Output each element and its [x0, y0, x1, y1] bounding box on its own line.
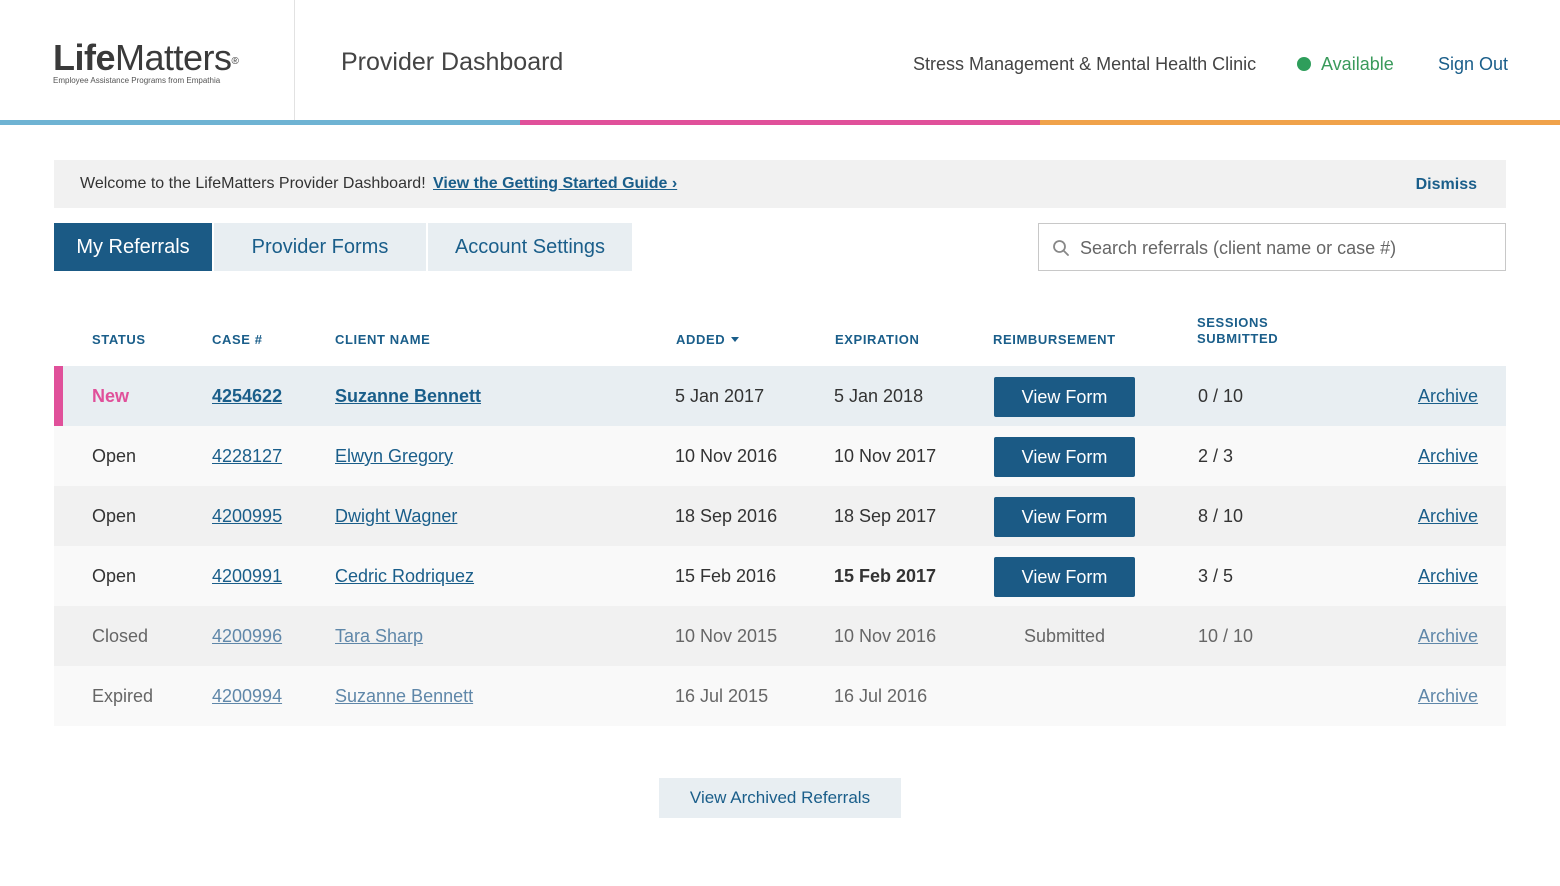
logo-wordmark: LifeMatters®	[53, 37, 239, 78]
table-row[interactable]: New 4254622 Suzanne Bennett 5 Jan 2017 5…	[54, 366, 1506, 426]
row-expiration-expiring: 15 Feb 2017	[834, 566, 937, 586]
row-client-link[interactable]: Dwight Wagner	[335, 506, 458, 526]
column-header-sessions[interactable]: SESSIONS SUBMITTED	[1197, 315, 1278, 347]
logo[interactable]: LifeMatters® Employee Assistance Program…	[0, 0, 295, 120]
availability-status[interactable]: Available	[1297, 54, 1394, 75]
column-header-reimbursement[interactable]: REIMBURSEMENT	[993, 332, 1116, 347]
tab-account-settings[interactable]: Account Settings	[428, 223, 632, 271]
row-status: New	[92, 386, 130, 406]
header-stripe-blue	[0, 120, 520, 125]
tab-provider-forms[interactable]: Provider Forms	[214, 223, 426, 271]
row-added: 15 Feb 2016	[675, 566, 777, 586]
row-case-link[interactable]: 4228127	[212, 446, 283, 466]
archive-link[interactable]: Archive	[1418, 506, 1479, 526]
sort-desc-icon	[731, 337, 740, 342]
table-row[interactable]: Open 4228127 Elwyn Gregory 10 Nov 2016 1…	[54, 426, 1506, 486]
view-form-button[interactable]: View Form	[994, 557, 1135, 597]
row-case-link[interactable]: 4200994	[212, 686, 283, 706]
column-header-status[interactable]: STATUS	[92, 332, 146, 347]
row-sessions: 3 / 5	[1198, 566, 1234, 586]
availability-label: Available	[1321, 54, 1394, 74]
tab-my-referrals[interactable]: My Referrals	[54, 223, 212, 271]
row-added: 5 Jan 2017	[675, 386, 765, 406]
search-icon	[1053, 240, 1069, 256]
row-expiration: 5 Jan 2018	[834, 386, 924, 406]
row-expiration: 18 Sep 2017	[834, 506, 937, 526]
row-status: Closed	[92, 626, 149, 646]
row-sessions: 2 / 3	[1198, 446, 1234, 466]
archive-link[interactable]: Archive	[1418, 386, 1479, 406]
view-form-button[interactable]: View Form	[994, 497, 1135, 537]
column-header-added[interactable]: ADDED	[676, 332, 740, 348]
archive-link[interactable]: Archive	[1418, 446, 1479, 466]
row-added: 10 Nov 2015	[675, 626, 778, 646]
header-stripe-pink	[520, 120, 1040, 125]
view-form-button[interactable]: View Form	[994, 377, 1135, 417]
row-client-link[interactable]: Cedric Rodriquez	[335, 566, 475, 586]
row-case-link[interactable]: 4254622	[212, 386, 283, 406]
row-client-link[interactable]: Tara Sharp	[335, 626, 424, 646]
table-row[interactable]: Open 4200995 Dwight Wagner 18 Sep 2016 1…	[54, 486, 1506, 546]
row-case-link[interactable]: 4200996	[212, 626, 283, 646]
row-sessions: 10 / 10	[1198, 626, 1254, 646]
header-stripe-orange	[1040, 120, 1560, 125]
row-status: Open	[92, 446, 137, 466]
clinic-name: Stress Management & Mental Health Clinic	[913, 54, 1257, 74]
welcome-banner: Welcome to the LifeMatters Provider Dash…	[54, 160, 1506, 208]
dismiss-button[interactable]: Dismiss	[1415, 176, 1477, 193]
row-client-link[interactable]: Elwyn Gregory	[335, 446, 454, 466]
row-expiration: 10 Nov 2016	[834, 626, 937, 646]
table-row[interactable]: Open 4200991 Cedric Rodriquez 15 Feb 201…	[54, 546, 1506, 606]
row-reimbursement-status: Submitted	[1023, 626, 1106, 646]
archive-link[interactable]: Archive	[1418, 566, 1479, 586]
column-header-added-label: ADDED	[676, 332, 726, 347]
row-case-link[interactable]: 4200991	[212, 566, 283, 586]
row-added: 18 Sep 2016	[675, 506, 778, 526]
column-header-expiration[interactable]: EXPIRATION	[835, 332, 920, 347]
archive-link[interactable]: Archive	[1418, 626, 1479, 646]
search-input[interactable]	[1078, 224, 1497, 272]
table-row[interactable]: Closed 4200996 Tara Sharp 10 Nov 2015 10…	[54, 606, 1506, 666]
welcome-text: Welcome to the LifeMatters Provider Dash…	[80, 175, 426, 192]
table-row[interactable]: Expired 4200994 Suzanne Bennett 16 Jul 2…	[54, 666, 1506, 726]
row-sessions: 0 / 10	[1198, 386, 1244, 406]
row-case-link[interactable]: 4200995	[212, 506, 283, 526]
app-header: LifeMatters® Employee Assistance Program…	[0, 0, 1560, 120]
row-expiration: 16 Jul 2016	[834, 686, 928, 706]
row-client-link[interactable]: Suzanne Bennett	[335, 686, 474, 706]
column-header-case[interactable]: CASE #	[212, 332, 263, 347]
row-status: Expired	[92, 686, 154, 706]
row-added: 16 Jul 2015	[675, 686, 769, 706]
row-client-link[interactable]: Suzanne Bennett	[335, 386, 482, 406]
logo-tagline: Employee Assistance Programs from Empath…	[53, 76, 221, 85]
new-referral-marker	[54, 366, 63, 426]
getting-started-link[interactable]: View the Getting Started Guide ›	[433, 175, 678, 192]
view-form-button[interactable]: View Form	[994, 437, 1135, 477]
row-status: Open	[92, 506, 137, 526]
sign-out-link[interactable]: Sign Out	[1438, 54, 1509, 74]
row-added: 10 Nov 2016	[675, 446, 778, 466]
page-title: Provider Dashboard	[341, 48, 564, 76]
view-archived-referrals-button[interactable]: View Archived Referrals	[659, 778, 901, 818]
archive-link[interactable]: Archive	[1418, 686, 1479, 706]
search-box[interactable]	[1038, 223, 1506, 272]
row-sessions: 8 / 10	[1198, 506, 1244, 526]
row-expiration: 10 Nov 2017	[834, 446, 937, 466]
column-header-client[interactable]: CLIENT NAME	[335, 332, 431, 347]
column-header-sessions-line2: SUBMITTED	[1197, 331, 1279, 346]
status-dot-icon	[1297, 57, 1311, 71]
column-header-sessions-line1: SESSIONS	[1197, 315, 1269, 330]
row-status: Open	[92, 566, 137, 586]
